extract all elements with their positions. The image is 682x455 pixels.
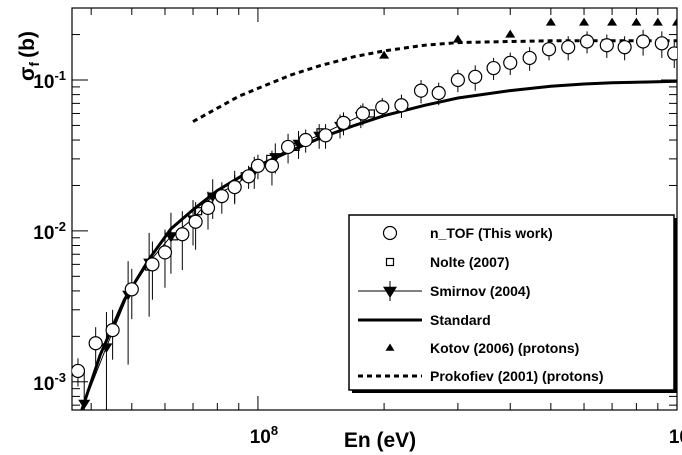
ntof-point <box>667 46 677 61</box>
ntof-point <box>250 158 266 173</box>
legend-item: Nolte (2007) <box>385 254 509 270</box>
y-tick-label: 10-1 <box>33 68 66 93</box>
ntof-point <box>241 169 256 184</box>
ntof-point <box>468 69 483 84</box>
x-tick-label: 109 <box>669 423 682 448</box>
ntof-point <box>375 100 390 115</box>
kotov-point <box>631 17 642 26</box>
legend-label: Kotov (2006) (protons) <box>430 340 579 356</box>
ntof-point <box>264 158 280 173</box>
y-axis-title: σf (b) <box>16 31 42 81</box>
legend-symbol-open-circle <box>382 225 398 241</box>
y-tick-label: 10-2 <box>33 219 66 244</box>
kotov-point <box>652 17 663 26</box>
legend-label: Nolte (2007) <box>430 254 509 270</box>
legend-symbol-triangle-up <box>385 343 395 351</box>
legend-item: Prokofiev (2001) (protons) <box>358 368 603 384</box>
ntof-point <box>336 115 351 130</box>
kotov-point <box>579 17 590 26</box>
legend-label: Smirnov (2004) <box>430 283 530 299</box>
kotov-point <box>379 50 390 59</box>
x-tick-label: 108 <box>250 423 278 448</box>
legend-item: Kotov (2006) (protons) <box>385 340 579 356</box>
ntof-point <box>617 40 632 55</box>
legend-item: n_TOF (This work) <box>382 225 553 241</box>
x-axis-title: En (eV) <box>344 429 416 452</box>
y-axis-title-subscript: f <box>26 62 42 67</box>
legend-item: Smirnov (2004) <box>358 281 530 301</box>
smirnov-connector <box>83 115 362 404</box>
ntof-point <box>157 245 173 260</box>
y-axis-title-unit: (b) <box>16 31 39 58</box>
ntof-point <box>298 132 313 148</box>
kotov-point <box>545 17 556 26</box>
ntof-point <box>105 323 120 338</box>
legend-item: Standard <box>358 312 491 328</box>
svg-text:σf(b): σf (b) <box>16 31 42 81</box>
legend: n_TOF (This work) Nolte (2007) Smirnov (20… <box>348 214 677 393</box>
legend-label: Standard <box>430 312 491 328</box>
ntof-point <box>579 34 595 49</box>
ntof-point <box>214 189 229 204</box>
kotov-point <box>672 17 677 26</box>
ntof-point <box>175 227 190 242</box>
ntof-point <box>124 282 139 297</box>
y-axis-title-symbol: σ <box>16 67 39 81</box>
ntof-point <box>227 180 242 195</box>
ntof-point <box>635 34 651 49</box>
ntof-point <box>654 36 669 51</box>
ntof-point <box>88 336 103 351</box>
ntof-point <box>355 106 370 121</box>
y-tick-label: 10-3 <box>33 370 66 395</box>
ntof-point <box>541 42 557 57</box>
nolte-point <box>194 207 203 216</box>
ntof-point <box>503 55 518 70</box>
kotov-point <box>505 29 516 38</box>
ntof-point <box>522 50 537 66</box>
ntof-point <box>486 60 501 76</box>
axis-tick-labels: 108 109 10-3 10-2 10-1 <box>33 68 682 448</box>
legend-label: n_TOF (This work) <box>430 225 553 241</box>
plot-area <box>72 17 677 410</box>
plot-frame <box>71 7 678 411</box>
ntof-point <box>188 214 203 229</box>
ntof-point <box>145 257 160 272</box>
ntof-point <box>200 200 216 216</box>
kotov-point <box>452 34 463 43</box>
prokofiev-curve <box>192 39 677 123</box>
ntof-point <box>431 85 446 101</box>
ntof-point <box>450 72 465 88</box>
legend-label: Prokofiev (2001) (protons) <box>430 368 603 384</box>
smirnov-point <box>78 399 91 410</box>
ntof-point <box>394 98 409 113</box>
ntof-point <box>280 139 296 155</box>
ntof-point <box>318 128 333 143</box>
kotov-point <box>607 17 618 26</box>
smirnov-point <box>100 343 113 353</box>
legend-symbol-open-square <box>385 257 395 267</box>
legend-box <box>348 214 675 391</box>
ntof-point <box>413 83 429 98</box>
ntof-point <box>561 40 576 55</box>
ntof-point <box>599 38 614 53</box>
ntof-point <box>72 363 86 379</box>
legend-symbol-triangle-down <box>383 286 397 298</box>
